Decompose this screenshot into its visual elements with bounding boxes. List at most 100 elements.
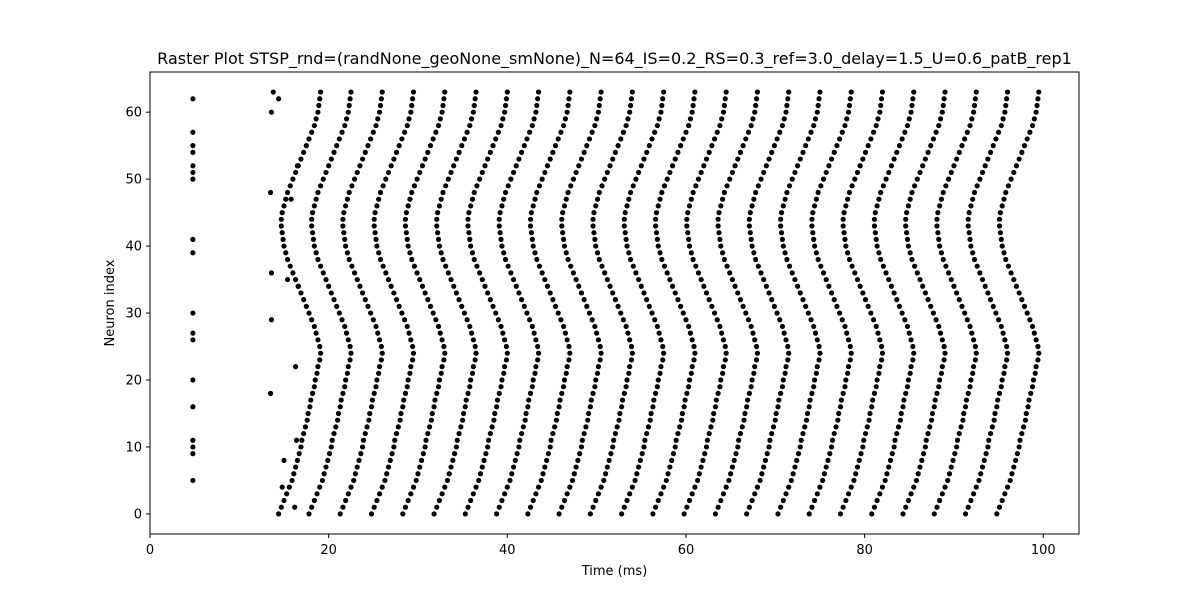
spike-point <box>719 196 726 202</box>
spike-point <box>428 417 434 423</box>
spike-point <box>383 176 389 182</box>
spike-point <box>291 471 297 477</box>
spike-point <box>1027 317 1033 323</box>
spike-point <box>878 357 885 363</box>
spike-point <box>598 89 604 95</box>
x-tick-label: 0 <box>146 543 154 558</box>
spike-point <box>404 323 410 330</box>
spike-point <box>565 189 571 196</box>
spike-point <box>554 410 560 417</box>
spike-point <box>586 310 593 316</box>
spike-point <box>812 330 819 336</box>
spike-point <box>590 223 596 229</box>
spike-point <box>336 310 342 316</box>
spike-point <box>904 323 911 330</box>
spike-point <box>991 417 997 423</box>
spike-point <box>928 303 934 309</box>
spike-point <box>470 364 476 370</box>
spike-point <box>992 410 998 417</box>
spike-point <box>915 471 921 477</box>
spike-point <box>293 464 299 470</box>
spike-point <box>636 464 642 470</box>
spike-point <box>997 210 1003 216</box>
spike-point <box>524 136 530 142</box>
spike-point <box>564 109 570 115</box>
spike-point <box>942 350 948 356</box>
spike-point <box>595 491 602 497</box>
spike-point <box>866 417 872 423</box>
spike-point <box>729 464 736 470</box>
spike-point <box>267 390 274 396</box>
spike-point <box>917 276 923 283</box>
spike-point <box>606 457 612 463</box>
spike-point <box>706 297 712 303</box>
spike-point <box>752 109 758 115</box>
spike-point <box>846 256 853 263</box>
spike-point <box>684 504 690 510</box>
spike-point <box>383 270 389 276</box>
spike-point <box>703 156 710 162</box>
spike-point <box>559 216 565 222</box>
spike-point <box>495 317 501 323</box>
spike-point <box>294 457 300 463</box>
spike-point <box>343 116 350 122</box>
spike-point <box>766 156 772 162</box>
spike-point <box>777 317 783 323</box>
spike-point <box>593 203 599 209</box>
spike-point <box>843 203 849 209</box>
spike-point <box>384 471 390 477</box>
spike-point <box>878 189 884 196</box>
spike-point <box>720 491 727 497</box>
spike-point <box>321 471 327 477</box>
spike-point <box>190 129 196 135</box>
spike-point <box>489 424 495 430</box>
spike-point <box>876 370 882 376</box>
spike-point <box>599 183 605 189</box>
spike-point <box>313 196 319 202</box>
spike-point <box>874 243 880 249</box>
spike-point <box>1011 169 1017 176</box>
spike-point <box>982 283 988 289</box>
spike-point <box>354 169 360 176</box>
spike-point <box>618 136 624 142</box>
spike-point <box>485 437 492 443</box>
spike-point <box>800 430 806 437</box>
spike-point <box>362 149 368 155</box>
spike-point <box>669 457 675 463</box>
axis-titles: Time (ms) Neuron index <box>103 259 647 579</box>
spike-point <box>672 156 678 162</box>
spike-point <box>190 377 196 383</box>
spike-point <box>540 471 546 477</box>
spike-point <box>563 196 569 202</box>
spike-point <box>911 350 917 356</box>
chart-title: Raster Plot STSP_rnd=(randNone_geoNone_s… <box>157 49 1072 69</box>
spike-point <box>571 471 577 477</box>
spike-point <box>347 96 353 102</box>
spike-point <box>872 210 878 216</box>
spike-point <box>743 310 749 316</box>
spike-point <box>328 444 334 450</box>
spike-point <box>905 377 911 383</box>
spike-point <box>377 189 384 196</box>
spike-point <box>962 511 969 517</box>
spike-point <box>563 370 569 376</box>
spike-point <box>948 464 954 470</box>
spike-point <box>871 504 878 510</box>
spike-point <box>848 484 854 490</box>
spike-point <box>808 317 814 323</box>
spike-point <box>769 149 775 155</box>
spike-point <box>878 96 885 102</box>
spike-point <box>616 417 622 423</box>
spike-point <box>687 116 694 122</box>
spike-point <box>763 163 769 169</box>
spike-point <box>857 283 863 289</box>
spike-point <box>624 243 630 249</box>
spike-point <box>301 430 307 437</box>
spike-point <box>296 451 302 457</box>
spike-point <box>530 497 536 504</box>
spike-point <box>715 390 721 396</box>
spike-point <box>280 236 286 242</box>
spike-point <box>566 343 572 350</box>
spike-point <box>552 424 558 430</box>
